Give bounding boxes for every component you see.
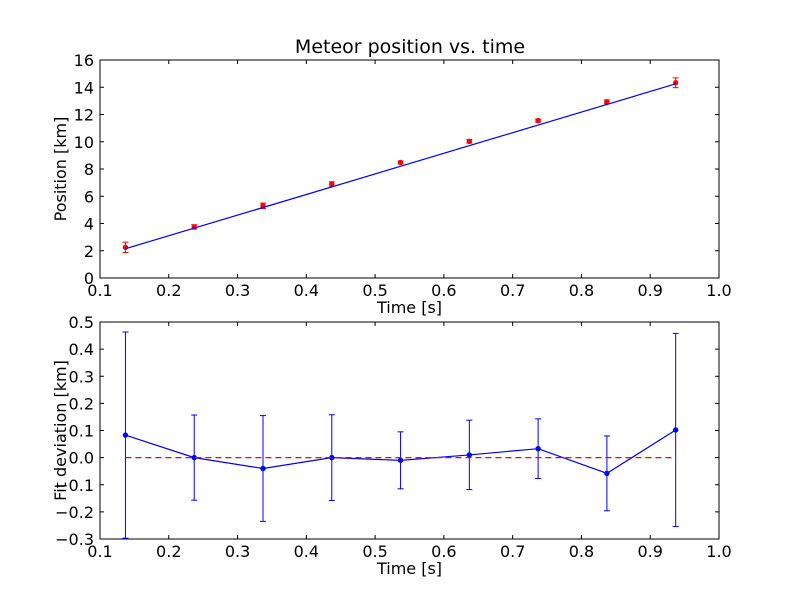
x-tick-label: 1.0 — [706, 281, 731, 300]
x-tick-label: 0.4 — [294, 542, 319, 561]
x-tick-label: 0.5 — [362, 281, 387, 300]
y-tick-label: 0.4 — [69, 340, 94, 359]
y-tick-label: −0.1 — [55, 476, 94, 495]
deviation-axes-frame — [99, 321, 720, 540]
x-tick-label: 0.6 — [431, 542, 456, 561]
fit-line — [125, 83, 676, 250]
y-tick-label: 0.3 — [69, 367, 94, 386]
x-tick-label: 0.8 — [569, 542, 594, 561]
x-axis-label: Time [s] — [376, 298, 442, 317]
y-tick-label: 0.0 — [69, 449, 94, 468]
data-point — [397, 159, 404, 166]
y-tick-label: 2 — [84, 242, 94, 261]
x-tick-label: 0.2 — [156, 281, 181, 300]
x-tick-label: 0.5 — [362, 542, 387, 561]
x-tick-label: 0.9 — [637, 542, 662, 561]
data-point — [260, 465, 266, 472]
x-tick-label: 0.6 — [431, 281, 456, 300]
y-tick-label: 0.5 — [69, 313, 94, 332]
data-point — [329, 181, 335, 187]
y-tick-label: 14 — [74, 78, 94, 97]
data-point — [466, 452, 473, 458]
y-tick-label: 6 — [84, 187, 94, 206]
position-data-area — [122, 77, 679, 254]
data-point — [535, 445, 541, 452]
data-point — [122, 432, 129, 438]
y-tick-label: 16 — [74, 51, 94, 70]
x-tick-label: 0.7 — [500, 542, 525, 561]
y-tick-label: 0.1 — [69, 422, 94, 441]
x-tick-label: 0.4 — [294, 281, 319, 300]
x-tick-label: 0.2 — [156, 542, 181, 561]
y-tick-label: −0.2 — [55, 503, 94, 522]
x-tick-label: 1.0 — [706, 542, 731, 561]
x-tick-label: 0.7 — [500, 281, 525, 300]
y-axis-label: Position [km] — [51, 117, 70, 222]
position-plot: 0.1 0.2 0.3 0.4 0.5 0.6 0.7 0.8 0.9 1.0 0 2 4 6 8 10 12 1… — [51, 51, 732, 317]
x-tick-label: 0.8 — [569, 281, 594, 300]
y-tick-label: 0 — [84, 269, 94, 288]
deviation-data-area — [122, 331, 679, 539]
y-tick-label: 8 — [84, 160, 94, 179]
x-tick-label: 0.1 — [87, 542, 112, 561]
y-tick-label: 12 — [74, 106, 94, 125]
y-tick-label: 10 — [74, 133, 94, 152]
y-tick-label: 4 — [84, 215, 94, 234]
y-tick-label: 0.2 — [69, 394, 94, 413]
x-tick-label: 0.3 — [225, 542, 250, 561]
data-point — [466, 138, 473, 145]
deviation-plot: 0.1 0.2 0.3 0.4 0.5 0.6 0.7 0.8 0.9 1.0 −0.3 −0.2 −0… — [51, 313, 732, 578]
chart-title: Meteor position vs. time — [295, 36, 525, 58]
data-point — [122, 244, 129, 251]
y-axis-label: Fit deviation [km] — [51, 360, 70, 501]
x-tick-label: 0.9 — [637, 281, 662, 300]
position-axes-frame — [99, 59, 720, 279]
data-point — [397, 457, 404, 464]
x-tick-label: 0.3 — [225, 281, 250, 300]
data-point — [672, 427, 679, 433]
x-axis-label: Time [s] — [376, 559, 442, 578]
data-point — [535, 117, 541, 124]
data-point — [604, 470, 610, 477]
x-tick-label: 0.1 — [87, 281, 112, 300]
y-tick-label: −0.3 — [55, 530, 94, 549]
